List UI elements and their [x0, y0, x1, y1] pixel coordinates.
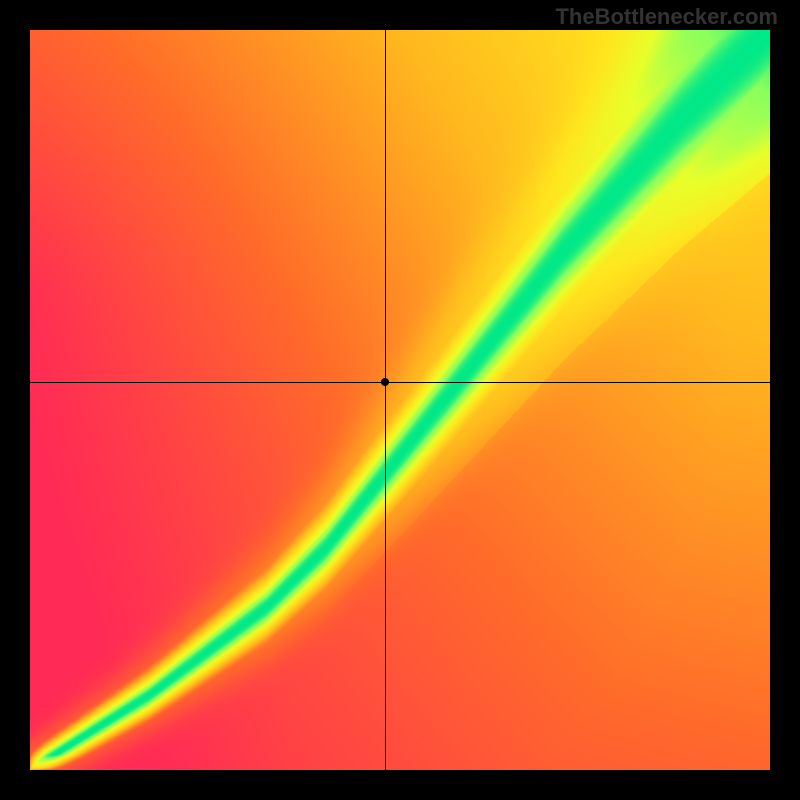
chart-container: TheBottlenecker.com — [0, 0, 800, 800]
crosshair-vertical — [385, 30, 386, 770]
plot-area — [30, 30, 770, 770]
watermark-text: TheBottlenecker.com — [555, 4, 778, 30]
heatmap-canvas — [30, 30, 770, 770]
crosshair-marker — [381, 378, 389, 386]
crosshair-horizontal — [30, 382, 770, 383]
